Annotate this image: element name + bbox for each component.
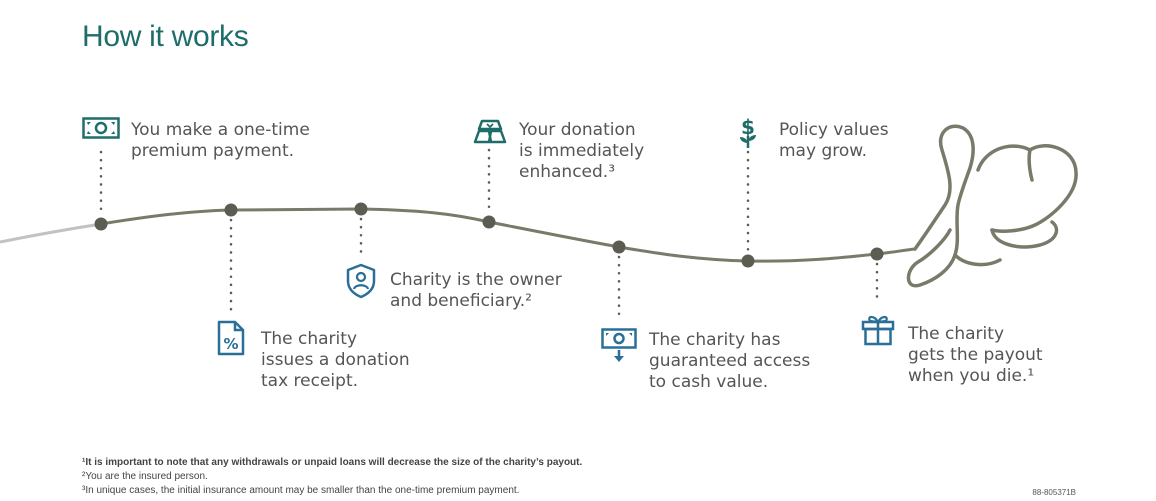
cash-withdraw-icon (601, 328, 637, 369)
step-text-line: enhanced.³ (519, 162, 616, 182)
tax-receipt-icon: % (217, 320, 245, 361)
step-6-text: Policy values may grow. (779, 120, 889, 162)
step-text-line: premium payment. (131, 141, 295, 161)
step-text-line: You make a one-time (131, 120, 310, 140)
step-text-line: The charity (908, 324, 1004, 344)
node-1 (94, 217, 108, 231)
shield-person-icon (345, 263, 377, 304)
step-3-text: Charity is the owner and beneficiary.² (390, 270, 562, 312)
step-text-line: issues a donation (261, 350, 410, 370)
step-text-line: guaranteed access (649, 351, 811, 371)
footnote-3: ³In unique cases, the initial insurance … (82, 485, 520, 496)
step-text-line: to cash value. (649, 372, 769, 392)
footnotes: ¹It is important to note that any withdr… (82, 456, 582, 498)
step-text-line: is immediately (519, 141, 645, 161)
heart-hand-illustration (906, 124, 1078, 288)
node-6 (741, 254, 755, 268)
svg-text:%: % (223, 335, 238, 353)
step-5-text: The charity has guaranteed access to cas… (649, 330, 810, 393)
page-title: How it works (82, 20, 249, 53)
step-7-text: The charity gets the payout when you die… (908, 324, 1043, 387)
step-1-text: You make a one-time premium payment. (131, 120, 310, 162)
step-text-line: Policy values (779, 120, 889, 140)
svg-text:$: $ (741, 115, 755, 139)
lead-in-line (0, 222, 102, 244)
step-text-line: and beneficiary.² (390, 291, 532, 311)
step-text-line: The charity (261, 329, 357, 349)
step-text-line: Charity is the owner (390, 270, 562, 290)
step-text-line: when you die.¹ (908, 366, 1035, 386)
gold-bars-icon (472, 118, 508, 149)
footnote-1: ¹It is important to note that any withdr… (82, 457, 583, 468)
cash-icon (82, 117, 120, 146)
step-text-line: Your donation (519, 120, 636, 140)
gift-icon (861, 312, 895, 351)
node-7 (870, 247, 884, 261)
document-code: 88-805371B (1032, 488, 1076, 497)
step-4-text: Your donation is immediately enhanced.³ (519, 120, 644, 183)
node-2 (224, 203, 238, 217)
step-text-line: gets the payout (908, 345, 1043, 365)
footnote-2: ²You are the insured person. (82, 471, 208, 482)
node-3 (354, 202, 368, 216)
step-text-line: tax receipt. (261, 371, 359, 391)
timeline-curve (100, 207, 916, 263)
dollar-plant-icon: $ (735, 114, 761, 155)
step-2-text: The charity issues a donation tax receip… (261, 329, 410, 392)
step-text-line: may grow. (779, 141, 867, 161)
node-5 (612, 240, 626, 254)
step-text-line: The charity has (649, 330, 781, 350)
node-4 (482, 215, 496, 229)
